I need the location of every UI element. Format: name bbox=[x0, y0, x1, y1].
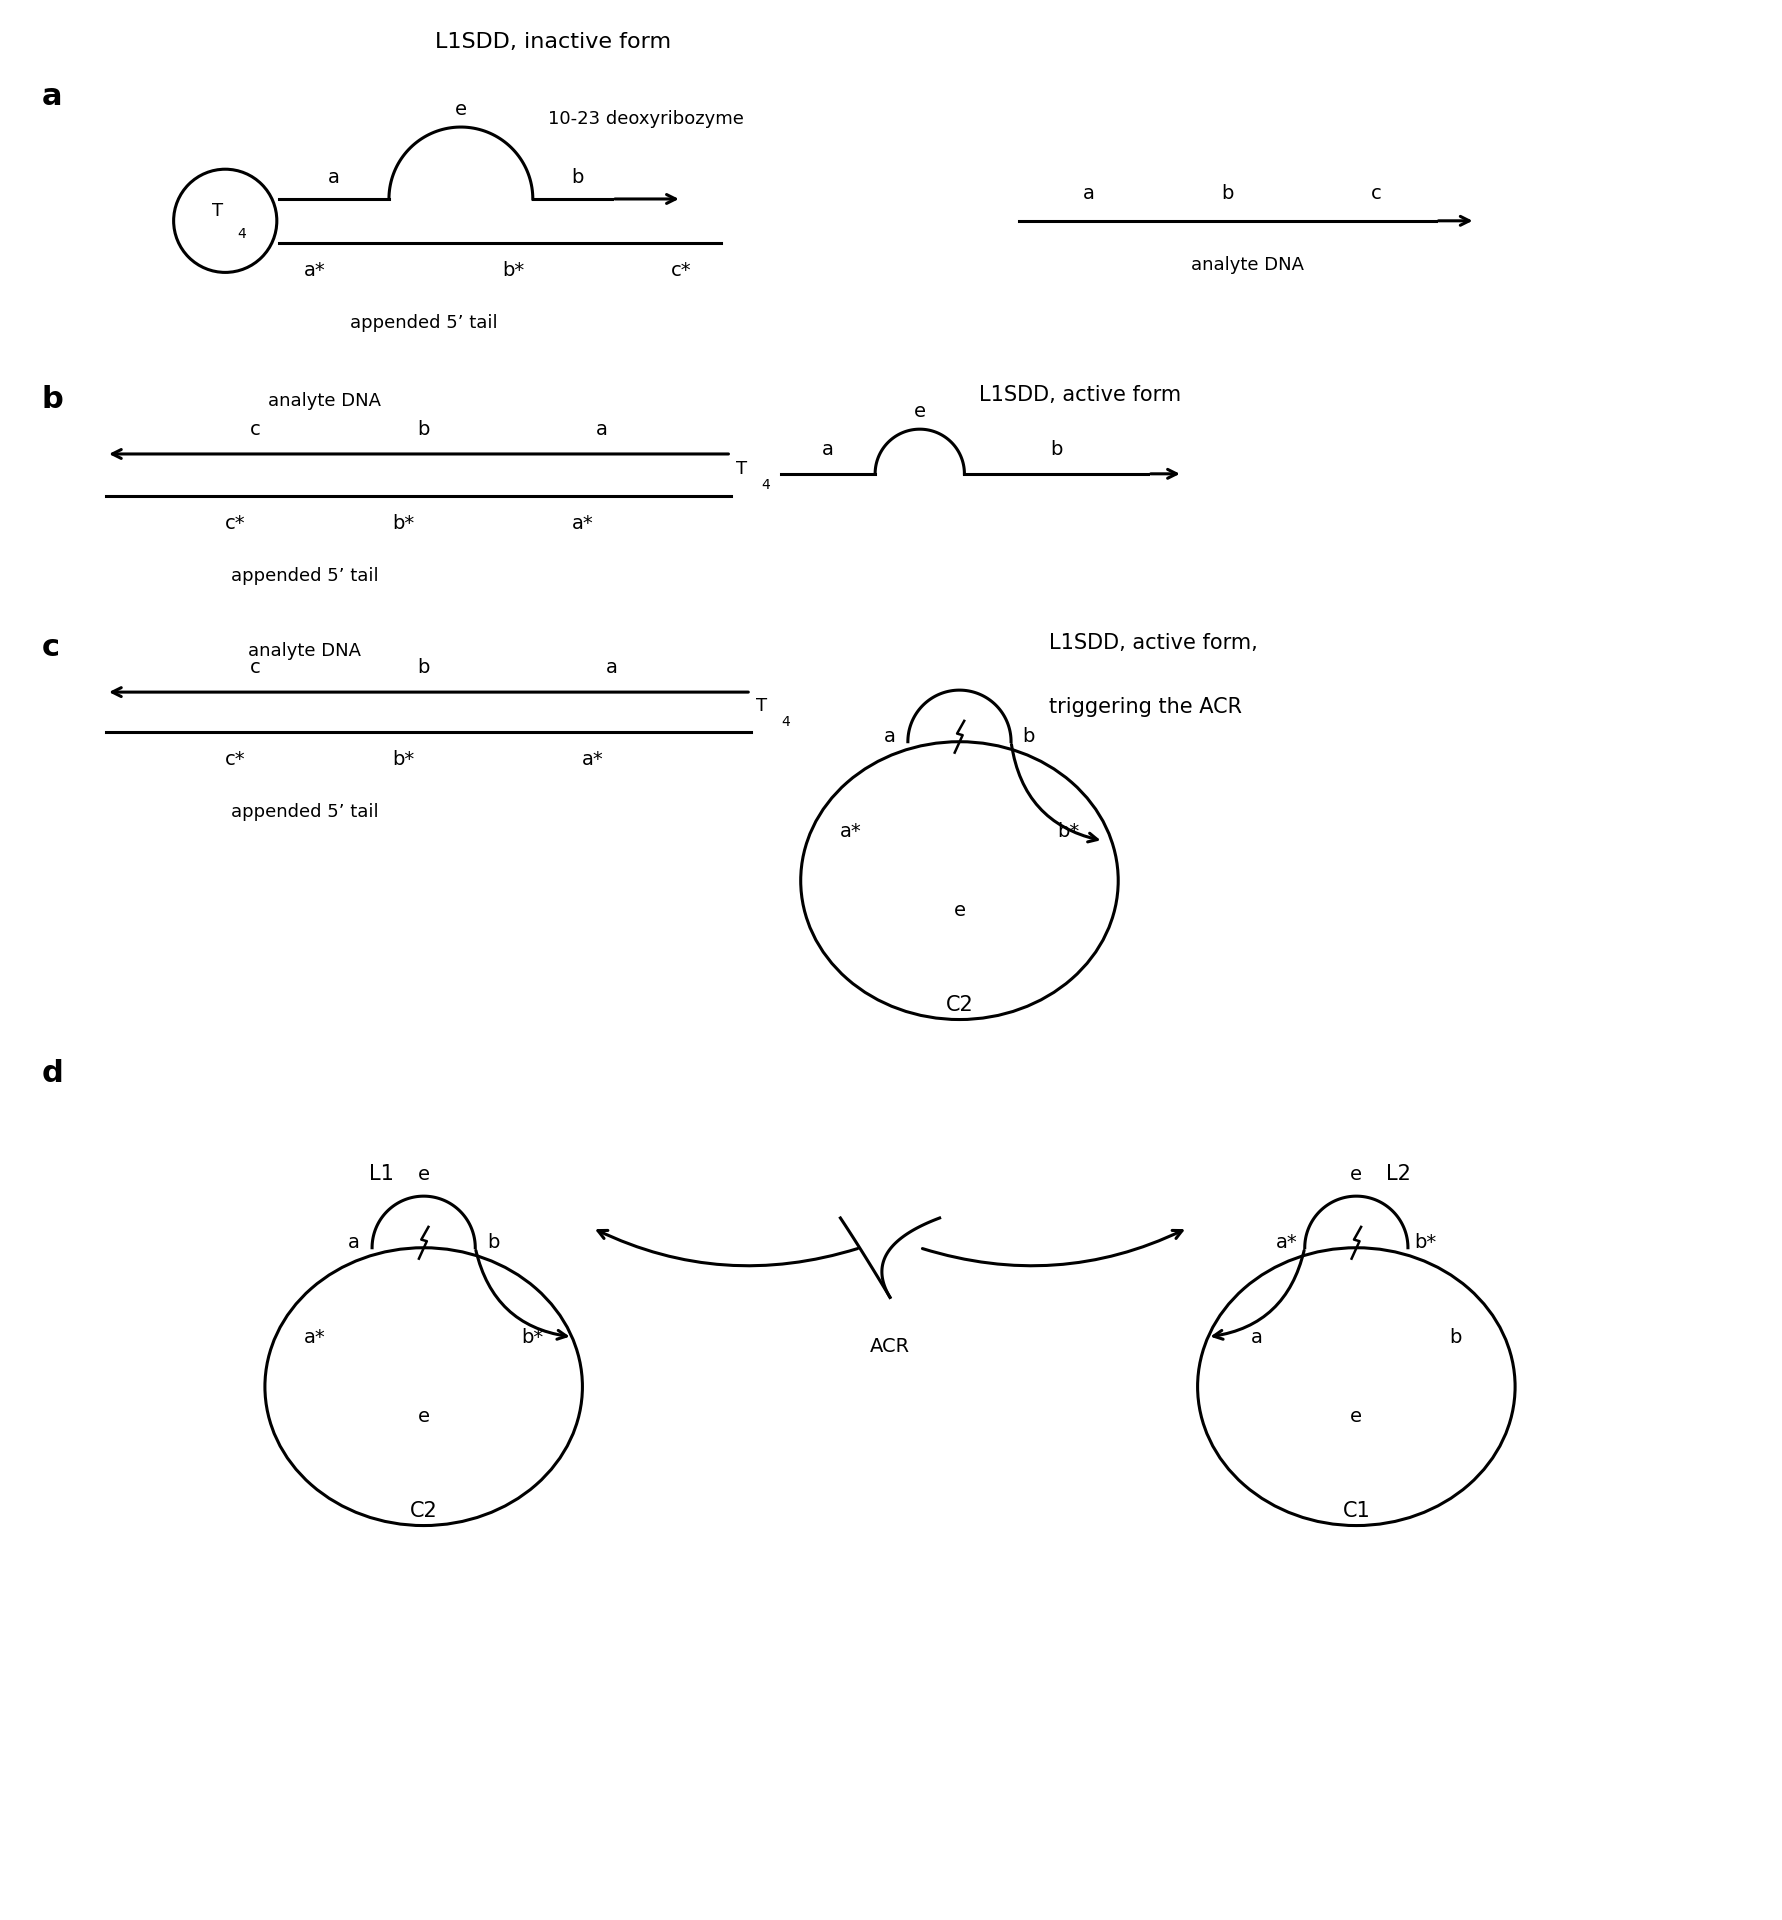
Text: c: c bbox=[1370, 184, 1381, 202]
Text: b: b bbox=[417, 420, 429, 438]
Text: a: a bbox=[606, 659, 618, 676]
Text: a: a bbox=[347, 1233, 360, 1252]
Text: a: a bbox=[1082, 184, 1094, 202]
Text: a: a bbox=[1251, 1327, 1263, 1346]
Text: e: e bbox=[1351, 1165, 1363, 1185]
Text: a*: a* bbox=[572, 515, 593, 534]
Text: b*: b* bbox=[503, 261, 524, 280]
Text: b: b bbox=[1221, 184, 1233, 202]
Text: C1: C1 bbox=[1342, 1501, 1370, 1521]
Text: T: T bbox=[756, 697, 768, 714]
Text: 4: 4 bbox=[761, 478, 770, 492]
Text: d: d bbox=[41, 1060, 64, 1089]
Text: triggering the ACR: triggering the ACR bbox=[1050, 697, 1242, 716]
Text: c: c bbox=[249, 659, 260, 676]
Text: appended 5’ tail: appended 5’ tail bbox=[349, 315, 497, 332]
Text: analyte DNA: analyte DNA bbox=[1190, 255, 1304, 273]
Text: a*: a* bbox=[581, 751, 604, 770]
Text: b*: b* bbox=[522, 1327, 544, 1346]
Text: L2: L2 bbox=[1386, 1164, 1411, 1185]
Text: analyte DNA: analyte DNA bbox=[248, 643, 362, 660]
Text: b*: b* bbox=[392, 751, 415, 770]
Text: L1SDD, active form,: L1SDD, active form, bbox=[1050, 632, 1258, 653]
Text: C2: C2 bbox=[410, 1501, 438, 1521]
Text: a: a bbox=[597, 420, 608, 438]
Text: a*: a* bbox=[303, 1327, 326, 1346]
Text: b: b bbox=[41, 384, 64, 413]
Text: b*: b* bbox=[1415, 1233, 1436, 1252]
Text: c*: c* bbox=[225, 515, 246, 534]
Text: e: e bbox=[417, 1165, 429, 1185]
Text: L1SDD, active form: L1SDD, active form bbox=[980, 384, 1181, 405]
Text: b: b bbox=[1050, 440, 1062, 459]
Text: b: b bbox=[417, 659, 429, 676]
Text: appended 5’ tail: appended 5’ tail bbox=[232, 566, 378, 586]
Text: analyte DNA: analyte DNA bbox=[267, 392, 381, 411]
Text: 4: 4 bbox=[781, 714, 789, 730]
Text: T: T bbox=[736, 461, 747, 478]
Text: e: e bbox=[1351, 1407, 1363, 1427]
Text: b*: b* bbox=[1057, 822, 1080, 841]
Text: a*: a* bbox=[303, 261, 326, 280]
Text: L1: L1 bbox=[369, 1164, 394, 1185]
Text: c*: c* bbox=[225, 751, 246, 770]
Text: a: a bbox=[884, 728, 896, 747]
Text: b: b bbox=[1449, 1327, 1461, 1346]
Text: a: a bbox=[822, 440, 834, 459]
Text: e: e bbox=[953, 900, 966, 920]
Text: 10-23 deoxyribozyme: 10-23 deoxyribozyme bbox=[547, 109, 743, 129]
Text: c: c bbox=[41, 632, 59, 662]
Text: c*: c* bbox=[672, 261, 691, 280]
Text: b: b bbox=[572, 167, 584, 186]
Text: b: b bbox=[486, 1233, 499, 1252]
Text: L1SDD, inactive form: L1SDD, inactive form bbox=[435, 33, 670, 52]
Text: C2: C2 bbox=[946, 995, 973, 1014]
Text: e: e bbox=[417, 1407, 429, 1427]
Text: e: e bbox=[914, 401, 927, 420]
Text: 4: 4 bbox=[237, 227, 246, 240]
Text: appended 5’ tail: appended 5’ tail bbox=[232, 803, 378, 822]
Text: T: T bbox=[212, 202, 223, 221]
Text: b*: b* bbox=[392, 515, 415, 534]
Text: a*: a* bbox=[1276, 1233, 1297, 1252]
Text: e: e bbox=[454, 100, 467, 119]
Text: ACR: ACR bbox=[870, 1336, 911, 1356]
Text: c: c bbox=[249, 420, 260, 438]
Text: a: a bbox=[328, 167, 340, 186]
Text: a*: a* bbox=[839, 822, 861, 841]
Text: b: b bbox=[1023, 728, 1035, 747]
Text: a: a bbox=[41, 83, 62, 111]
